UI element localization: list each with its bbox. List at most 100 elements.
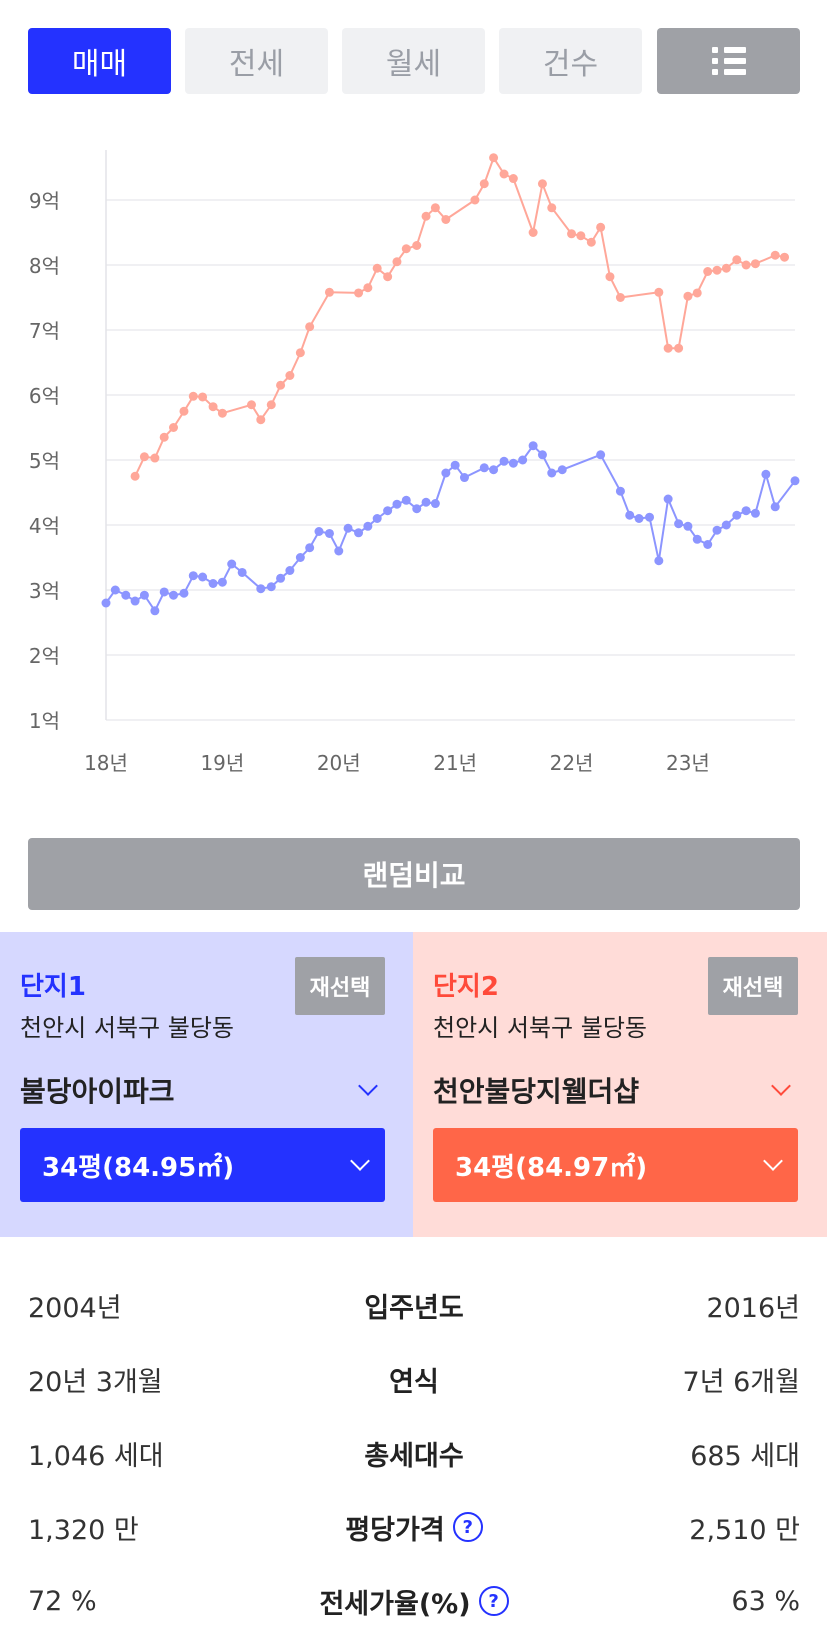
series-2-point (392, 257, 402, 267)
series-1-point (383, 506, 393, 516)
complex2-value: 2016년 (706, 1292, 800, 1324)
series-1-point (741, 506, 751, 516)
complex2-reselect-button[interactable]: 재선택 (708, 957, 798, 1015)
series-2-point (324, 287, 334, 297)
complex2-size-select[interactable]: 34평(84.97㎡) (433, 1128, 798, 1202)
series-1-point (518, 455, 528, 465)
series-2-point (537, 179, 547, 189)
series-2-point (285, 371, 295, 380)
series-2-point (596, 222, 606, 232)
series-1-point (750, 508, 760, 518)
series-1-point (392, 499, 402, 509)
chevron-down-icon (763, 1151, 783, 1171)
series-1-point (732, 510, 742, 520)
x-tick-label: 20년 (317, 751, 361, 775)
series-2-point (295, 348, 305, 358)
series-1-point (412, 504, 422, 514)
series-1-point (674, 519, 684, 529)
series-1-point (537, 450, 547, 460)
compare-panels: 단지1 천안시 서북구 불당동 재선택 불당아이파크 34평(84.95㎡) 단… (0, 932, 827, 1237)
list-view-icon (711, 47, 746, 75)
series-2-point (246, 400, 256, 410)
complex1-size-select[interactable]: 34평(84.95㎡) (20, 1128, 385, 1202)
series-2-point (712, 265, 722, 275)
series-2-point (508, 174, 518, 184)
complex1-size-label: 34평(84.95㎡) (42, 1152, 235, 1183)
series-2-point (198, 392, 208, 402)
question-circle-icon[interactable]: ? (478, 1586, 509, 1616)
series-1-point (421, 497, 431, 507)
complex2-label: 단지2 (433, 972, 499, 1002)
series-2-point (732, 255, 742, 265)
series-1-point (169, 590, 179, 600)
chevron-down-icon (771, 1076, 791, 1096)
tab-jeonse[interactable]: 전세 (185, 28, 328, 94)
deal-type-tabs: 매매 전세 월세 건수 (28, 28, 800, 94)
tab-sale[interactable]: 매매 (28, 28, 171, 94)
series-1-point (276, 573, 286, 583)
series-2-point (363, 283, 373, 293)
tab-monthly-rent[interactable]: 월세 (342, 28, 485, 94)
series-2-point (179, 406, 189, 416)
complex2-region: 천안시 서북구 불당동 (433, 1014, 647, 1042)
random-compare-button[interactable]: 랜덤비교 (28, 838, 800, 910)
y-tick-label: 3억 (29, 579, 60, 603)
list-view-button[interactable] (657, 28, 800, 94)
series-2-point (683, 291, 693, 301)
complex1-value: 2004년 (28, 1292, 122, 1324)
info-row-households: 1,046 세대 총세대수 685 세대 (28, 1416, 800, 1490)
x-tick-label: 18년 (84, 751, 128, 775)
series-2-point (499, 169, 509, 179)
series-1-point (372, 514, 382, 523)
series-1-point (266, 582, 276, 592)
series-2-point (159, 432, 169, 442)
series-2-point (567, 229, 577, 239)
series-1-point (188, 571, 198, 581)
tab-count[interactable]: 건수 (499, 28, 642, 94)
series-1-point (295, 553, 305, 562)
complex1-value: 72 % (28, 1585, 97, 1617)
series-1-point (528, 441, 538, 451)
row-label: 평당가격 (345, 1514, 445, 1546)
series-1-point (285, 566, 295, 575)
series-1-point (305, 543, 315, 553)
series-1-point (256, 584, 266, 594)
series-1-point (499, 456, 509, 466)
series-1-point (645, 512, 655, 522)
series-1-point (324, 528, 334, 538)
series-1-point (761, 469, 771, 479)
complex1-apt-select[interactable]: 불당아이파크 (20, 1067, 385, 1113)
series-2-point (139, 452, 149, 462)
question-circle-icon[interactable]: ? (452, 1512, 483, 1542)
info-row-price-per-pyeong: 1,320 만 평당가격? 2,510 만 (28, 1490, 800, 1564)
series-2-point (188, 391, 198, 401)
series-1-point (663, 494, 673, 504)
complex2-apt-name: 천안불당지웰더샵 (433, 1075, 640, 1108)
y-tick-label: 4억 (29, 514, 60, 538)
complex2-value: 7년 6개월 (682, 1366, 800, 1398)
series-2-point (421, 211, 431, 221)
x-tick-label: 23년 (666, 751, 710, 775)
series-2-point (412, 241, 422, 250)
y-tick-label: 1억 (29, 709, 60, 733)
series-1-point (703, 540, 713, 549)
comparison-table: 2004년 입주년도 2016년 20년 3개월 연식 7년 6개월 1,046… (28, 1268, 800, 1637)
series-2-point (703, 267, 713, 276)
complex1-panel: 단지1 천안시 서북구 불당동 재선택 불당아이파크 34평(84.95㎡) (0, 932, 414, 1237)
series-1-point (625, 510, 635, 520)
series-1-point (441, 468, 451, 478)
row-label: 전세가율(%) (319, 1588, 471, 1620)
series-2-point (692, 288, 702, 298)
series-2-point (479, 179, 489, 189)
complex2-apt-select[interactable]: 천안불당지웰더샵 (433, 1067, 798, 1113)
series-2-point (130, 471, 140, 481)
y-tick-label: 7억 (29, 319, 60, 343)
y-tick-label: 8억 (29, 254, 60, 278)
series-2-point (208, 402, 218, 412)
complex1-reselect-button[interactable]: 재선택 (295, 957, 385, 1015)
series-1-point (721, 520, 731, 530)
complex2-value: 685 세대 (690, 1440, 800, 1472)
series-1-point (110, 585, 120, 595)
series-1-point (121, 590, 131, 600)
series-1-point (790, 476, 800, 486)
